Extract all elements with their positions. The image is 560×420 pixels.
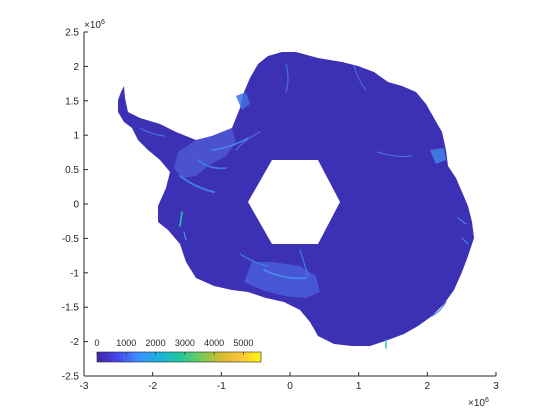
y-tick-label: -0.5 — [62, 234, 80, 245]
colorbar-tick-label: 3000 — [175, 338, 195, 348]
y-tick-label: 1 — [73, 131, 79, 142]
y-tick-label: 0 — [73, 200, 79, 211]
y-tick-label: -1.5 — [62, 303, 80, 314]
y-tick-label: -2 — [70, 337, 79, 348]
colorbar-tick-label: 5000 — [233, 338, 253, 348]
ice-stream-streaks — [139, 63, 469, 349]
y-tick-label: 1.5 — [65, 96, 79, 107]
colorbar-tick-label: 2000 — [146, 338, 166, 348]
colorbar-tick-label: 4000 — [204, 338, 224, 348]
x-tick-label: 0 — [287, 381, 293, 392]
x-tick-label: 2 — [425, 381, 431, 392]
x-tick-label: 3 — [493, 381, 499, 392]
y-tick-label: 2 — [73, 62, 79, 73]
antarctic-ice-sheet — [118, 52, 474, 346]
y-ticks: 2.5 2 1.5 1 0.5 0 -0.5 -1 -1.5 -2 -2.5 — [62, 28, 88, 383]
y-tick-label: -1 — [70, 268, 79, 279]
ice-sheet-map — [118, 52, 474, 349]
x-tick-label: -2 — [148, 381, 157, 392]
colorbar-tick-label: 0 — [94, 338, 99, 348]
colorbar: 0 1000 2000 3000 4000 5000 — [94, 338, 262, 363]
colorbar-bar — [96, 351, 262, 363]
ross-ice-shelf — [244, 262, 320, 298]
colorbar-ticks: 0 1000 2000 3000 4000 5000 — [94, 338, 253, 355]
x-tick-label: -1 — [217, 381, 226, 392]
y-tick-label: 2.5 — [65, 28, 79, 39]
x-tick-label: -3 — [80, 381, 89, 392]
peninsula-shelf — [236, 92, 250, 110]
y-tick-label: 0.5 — [65, 165, 79, 176]
colorbar-tick-label: 1000 — [116, 338, 136, 348]
axes: -3 -2 -1 0 1 2 3 2.521.510.50-0.5-1-1.5-2-2.5 … — [62, 19, 499, 409]
x-tick-label: 1 — [356, 381, 362, 392]
x-ticks: -3 -2 -1 0 1 2 3 — [80, 372, 499, 392]
y-tick-label: -2.5 — [62, 372, 80, 383]
x-multiplier-label: ×106 — [468, 397, 489, 409]
ronne-filchner-ice-shelf — [174, 128, 236, 178]
y-multiplier-label: ×106 — [84, 19, 105, 31]
amery-ice-shelf — [430, 148, 446, 164]
